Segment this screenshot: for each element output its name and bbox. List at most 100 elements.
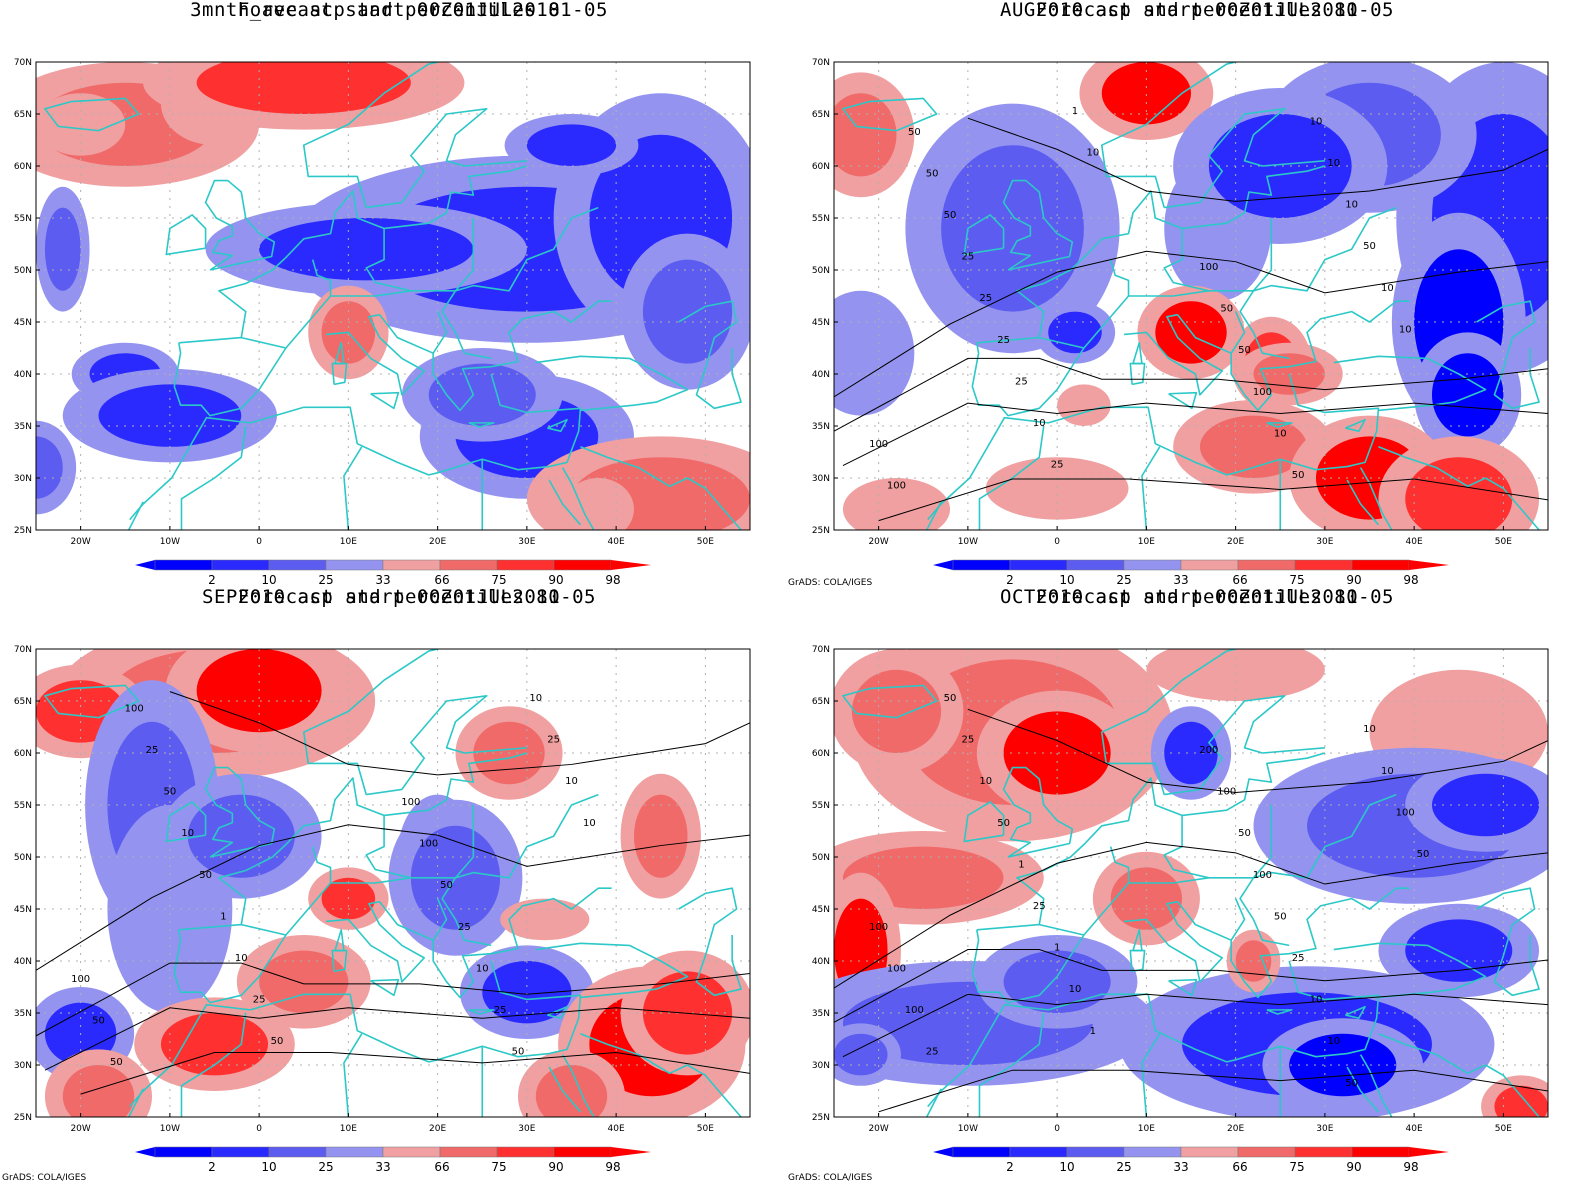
contour-line <box>878 1069 1548 1113</box>
contour-label: 25 <box>1015 376 1028 387</box>
coastline <box>580 446 688 488</box>
latitude-label: 70N <box>812 58 830 68</box>
percentile-area <box>259 218 474 281</box>
coastline <box>1176 887 1410 999</box>
map-frame <box>35 61 751 531</box>
percentile-area <box>851 669 942 753</box>
coastline <box>1333 355 1428 364</box>
coastline <box>580 1033 688 1075</box>
coastlines <box>842 62 1540 530</box>
latitude-label: 55N <box>812 801 830 811</box>
contour-label: 10 <box>476 963 489 974</box>
percentile-area <box>1405 457 1513 530</box>
coastline <box>535 355 630 364</box>
map-frame <box>833 648 1549 1118</box>
colorbar-segment <box>382 559 441 571</box>
map-oct2010: 1002001001001005025100505025251010501015… <box>812 645 1549 1174</box>
contour-label: 100 <box>887 480 906 491</box>
latitude-label: 40N <box>14 370 32 380</box>
latitude-label: 45N <box>812 318 830 328</box>
colorbar-label: 66 <box>1232 573 1247 587</box>
coastline <box>1485 1064 1540 1117</box>
contours <box>834 117 1548 522</box>
coastline <box>1168 978 1198 997</box>
coastline <box>129 960 582 1108</box>
panel-title: 3mnth_ave acp and percentiles 81-05 <box>190 0 608 21</box>
colorbar-segment <box>1066 559 1125 571</box>
panel-title: AUG2010 acp and percentiles 81-05 <box>1000 0 1394 21</box>
contour-label: 50 <box>926 168 939 179</box>
panel-aug2010: AUG2010 acp and percentiles 81-05 Foreca… <box>788 0 1596 598</box>
percentile-area <box>1057 384 1111 427</box>
coastline <box>180 1012 247 1117</box>
coastlines <box>44 649 742 1117</box>
colorbar-label: 75 <box>1289 573 1304 587</box>
latitude-label: 35N <box>812 1009 830 1019</box>
colorbar-segment <box>1351 559 1410 571</box>
coastline <box>1083 846 1130 936</box>
coastline <box>432 311 448 354</box>
colorbar-segment <box>1066 1146 1125 1158</box>
percentile-area <box>196 62 411 114</box>
contour-label: 50 <box>944 693 957 704</box>
latitude-label: 55N <box>14 801 32 811</box>
longitude-label: 30E <box>1316 1124 1333 1134</box>
contour-line <box>834 357 1548 432</box>
colorbar-label: 98 <box>605 1160 620 1174</box>
longitude-label: 20E <box>429 1124 446 1134</box>
contour-label: 50 <box>997 818 1010 829</box>
coastline <box>366 108 527 209</box>
contour-label: 1 <box>220 911 226 922</box>
colorbar-label: 75 <box>491 573 506 587</box>
coastline <box>127 501 144 530</box>
colorbar: 2 10 25 33 66 75 90 98 <box>933 1146 1449 1174</box>
coastline <box>971 923 1085 1004</box>
colorbar-segment <box>1009 559 1068 571</box>
coastline <box>1378 1033 1486 1075</box>
colorbar-label: 2 <box>1006 1160 1014 1174</box>
colorbar-segment <box>439 1146 498 1158</box>
panel-subtitle: Forecast start 00Z01JUL2010 <box>237 0 561 21</box>
coastline <box>1359 1054 1371 1071</box>
coastline <box>580 357 689 412</box>
colorbar-label: 10 <box>261 1160 276 1174</box>
colorbar-segment <box>1009 1146 1068 1158</box>
contour-label: 50 <box>908 127 921 138</box>
latitude-label: 35N <box>14 1009 32 1019</box>
longitude-label: 10W <box>958 1124 978 1134</box>
colorbar-arrow-low <box>135 560 155 570</box>
contour-label: 25 <box>962 252 975 263</box>
colorbar-segment <box>1237 559 1296 571</box>
coastline <box>1163 228 1210 292</box>
contour-label: 50 <box>1238 345 1251 356</box>
colorbar-segment <box>154 1146 213 1158</box>
coastline <box>441 218 492 360</box>
coastline <box>441 805 492 947</box>
contour-label: 10 <box>1086 148 1099 159</box>
latitude-label: 40N <box>812 957 830 967</box>
coastline <box>165 801 207 843</box>
map-aug2010: 1001001005050505010050102550251025102510… <box>812 58 1549 587</box>
contour-label: 50 <box>1363 241 1376 252</box>
grads-credit: GrADS: COLA/IGES <box>788 578 873 588</box>
latitude-label: 50N <box>14 853 32 863</box>
contour-label: 10 <box>1381 283 1394 294</box>
coastline <box>173 336 287 417</box>
coastline <box>547 418 568 433</box>
colorbar-label: 66 <box>1232 1160 1247 1174</box>
colorbar-segment <box>952 1146 1011 1158</box>
contours <box>834 708 1548 1113</box>
latitude-label: 25N <box>812 1113 830 1123</box>
coastline <box>925 501 942 530</box>
contour-line <box>169 691 750 776</box>
contour-label: 10 <box>1345 200 1358 211</box>
coastlines <box>842 649 1540 1117</box>
latitude-label: 30N <box>812 1061 830 1071</box>
colorbar-segment <box>553 1146 612 1158</box>
colorbar-label: 90 <box>548 1160 563 1174</box>
map-layer: 70N 65N 60N 55N 50N 45N 40N 35N 30N 25N 20W 10W 0 10E… <box>14 58 751 587</box>
latitude-label: 65N <box>14 697 32 707</box>
contour-label: 10 <box>1069 984 1082 995</box>
percentile-area <box>1146 649 1325 701</box>
coastline <box>548 1066 582 1113</box>
